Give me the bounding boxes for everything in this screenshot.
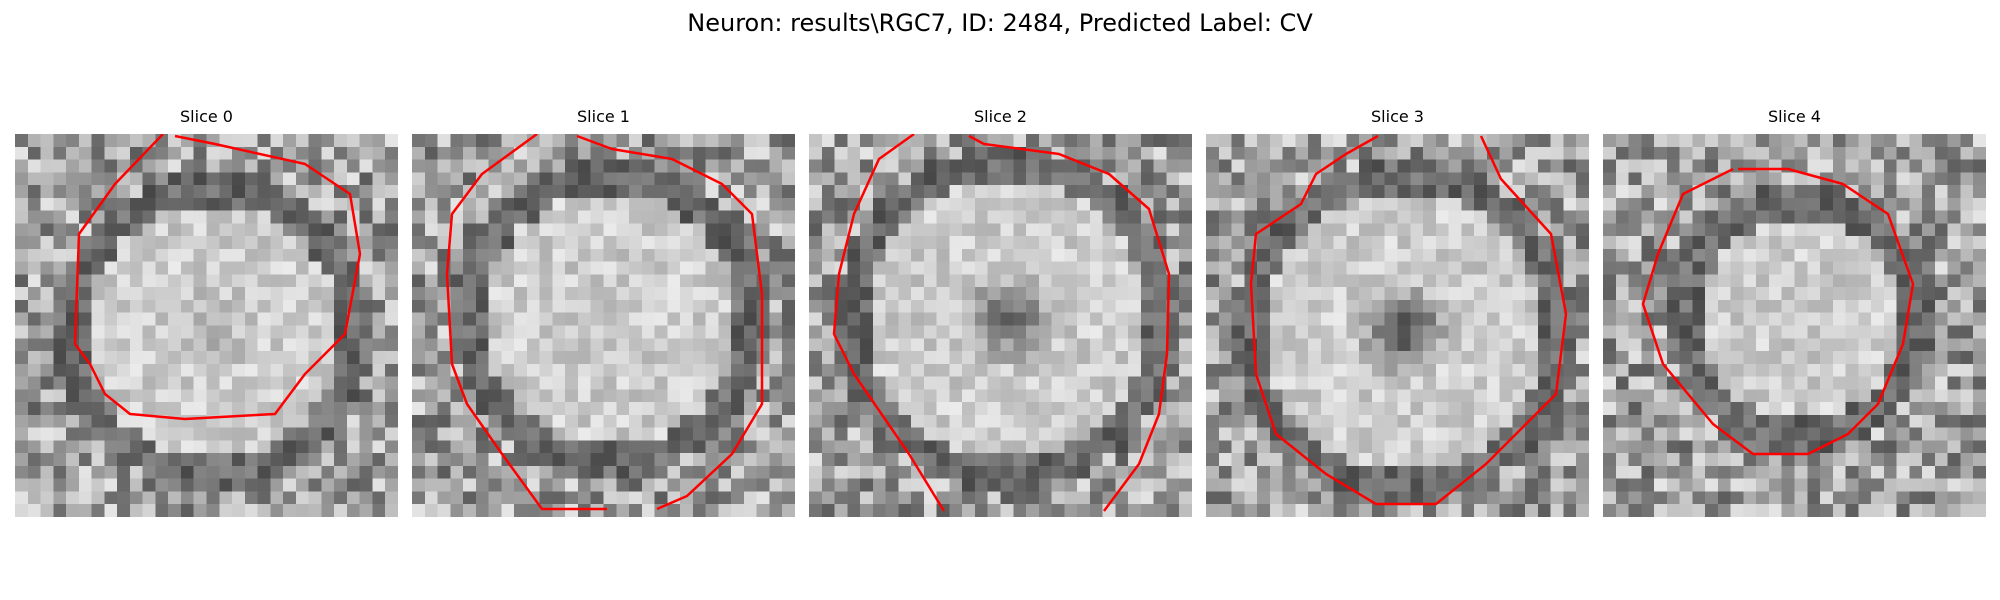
slice-panel-2: Slice 2 bbox=[809, 107, 1192, 522]
slice-panel-4: Slice 4 bbox=[1603, 107, 1986, 522]
microscopy-image bbox=[809, 134, 1192, 517]
cell-contour-overlay bbox=[1249, 134, 1568, 506]
cell-contour bbox=[1249, 134, 1568, 506]
slice-panel-0: Slice 0 bbox=[15, 107, 398, 522]
slice-title: Slice 3 bbox=[1371, 107, 1424, 126]
microscopy-image bbox=[15, 134, 398, 517]
slice-panel-3: Slice 3 bbox=[1206, 107, 1589, 522]
cell-contour bbox=[1641, 167, 1915, 456]
figure-title: Neuron: results\RGC7, ID: 2484, Predicte… bbox=[687, 9, 1313, 37]
cell-contour-overlay bbox=[1641, 167, 1915, 456]
cell-contour-overlay bbox=[832, 134, 1171, 512]
cell-contour-overlay bbox=[73, 134, 362, 421]
microscopy-image bbox=[1206, 134, 1589, 517]
slice-title: Slice 2 bbox=[974, 107, 1027, 126]
slice-title: Slice 0 bbox=[180, 107, 233, 126]
slice-panel-1: Slice 1 bbox=[412, 107, 795, 522]
cell-contour bbox=[445, 134, 764, 511]
cell-contour-overlay bbox=[445, 134, 764, 511]
slice-title: Slice 1 bbox=[577, 107, 630, 126]
slice-title: Slice 4 bbox=[1768, 107, 1821, 126]
cell-contour bbox=[73, 134, 362, 421]
cell-contour bbox=[832, 134, 1171, 512]
